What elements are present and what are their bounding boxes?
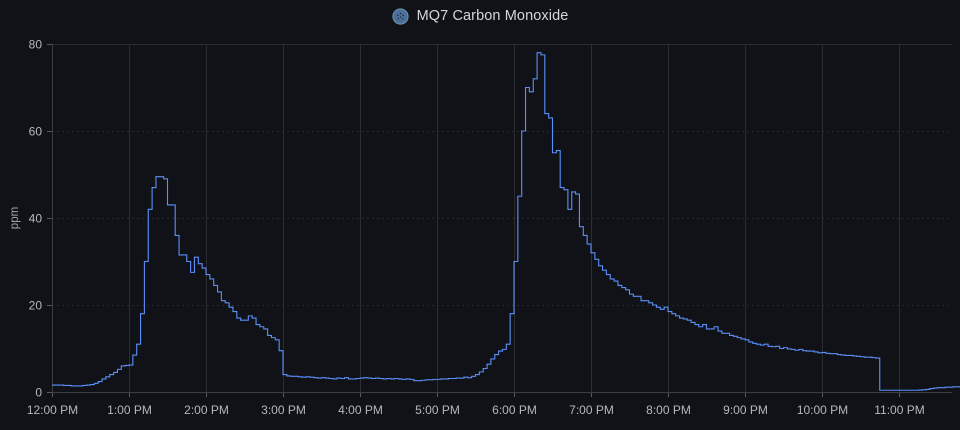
series-line-mq7-carbon-monoxide xyxy=(52,52,960,391)
x-tick-label: 8:00 PM xyxy=(646,403,691,417)
x-tick-label: 5:00 PM xyxy=(415,403,460,417)
y-tick-label: 80 xyxy=(29,38,43,52)
panel-title: MQ7 Carbon Monoxide xyxy=(416,7,569,24)
x-tick-label: 11:00 PM xyxy=(874,403,924,417)
x-tick-label: 10:00 PM xyxy=(797,403,848,417)
x-tick-label: 6:00 PM xyxy=(492,403,537,417)
x-tick-label: 2:00 PM xyxy=(184,403,229,417)
y-tick-label: 60 xyxy=(29,125,43,139)
grid-lines xyxy=(52,44,952,393)
y-tick-label: 20 xyxy=(29,299,43,313)
x-tick-label: 9:00 PM xyxy=(723,403,768,417)
gas-sensor-icon xyxy=(391,7,409,25)
x-tick-label: 7:00 PM xyxy=(569,403,614,417)
plot-area[interactable]: 0 20 40 60 80 12:00 PM 1:00 PM 2:00 PM 3:00 PM 4… xyxy=(0,32,960,430)
x-tick-label: 1:00 PM xyxy=(107,403,152,417)
x-tick-label: 4:00 PM xyxy=(338,403,383,417)
x-tick-label: 3:00 PM xyxy=(261,403,306,417)
y-axis-title: ppm xyxy=(9,207,21,229)
y-tick-label: 40 xyxy=(29,212,43,226)
y-tick-label: 0 xyxy=(35,386,42,400)
x-axis-tick-labels: 12:00 PM 1:00 PM 2:00 PM 3:00 PM 4:00 PM 5:00… xyxy=(27,403,925,417)
y-axis-tick-labels: 0 20 40 60 80 xyxy=(29,38,43,400)
line-chart-svg[interactable]: 0 20 40 60 80 12:00 PM 1:00 PM 2:00 PM 3:00 PM 4… xyxy=(0,32,960,430)
x-tick-label: 12:00 PM xyxy=(27,403,78,417)
axes xyxy=(47,44,952,397)
panel-header: MQ7 Carbon Monoxide xyxy=(0,0,960,32)
